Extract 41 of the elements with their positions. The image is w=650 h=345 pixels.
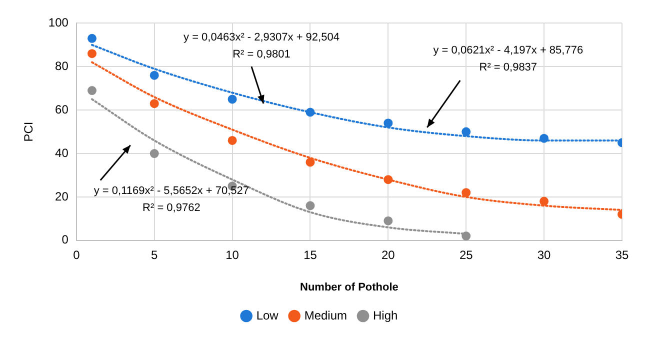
point [462, 232, 471, 240]
point [306, 158, 315, 167]
annotation: y = 0,0621x² - 4,197x + 85,776 R² = 0,9837 [433, 44, 584, 74]
point [228, 94, 237, 104]
point [462, 127, 471, 136]
point [88, 49, 97, 58]
y-tick-label: 80 [55, 58, 69, 73]
y-tick-label: 100 [48, 16, 69, 30]
y-axis-title: PCI [22, 122, 36, 142]
x-axis-title: Number of Pothole [300, 281, 398, 294]
point [150, 70, 159, 80]
y-tick-label: 20 [55, 189, 69, 204]
annotation: y = 0,1169x² - 5,5652x + 70,527 R² = 0,9762 [94, 185, 249, 214]
x-tick-label: 5 [151, 248, 158, 262]
x-tick-label: 0 [73, 248, 80, 262]
y-tick-label: 0 [62, 232, 69, 247]
point [384, 216, 393, 226]
x-tick-label: 10 [226, 248, 240, 262]
legend-label: Low [256, 308, 279, 322]
point [150, 99, 159, 108]
point [462, 188, 471, 198]
point [540, 134, 549, 143]
legend-label: Medium [304, 308, 348, 322]
point [88, 86, 97, 96]
point [228, 136, 237, 145]
annotation: y = 0,0463x² - 2,9307x + 92,504 R² = 0,9801 [184, 32, 340, 61]
point [306, 201, 315, 210]
point [540, 196, 549, 206]
x-tick-label: 15 [304, 248, 318, 262]
x-tick-label: 20 [382, 248, 396, 262]
x-tick-label: 30 [537, 248, 552, 262]
point [88, 34, 97, 43]
point [150, 149, 159, 158]
point [384, 118, 393, 128]
legend-label: High [373, 308, 398, 322]
x-tick-label: 25 [459, 248, 474, 262]
point [384, 175, 393, 184]
y-tick-label: 40 [55, 146, 69, 160]
point [306, 108, 315, 117]
y-tick-label: 60 [55, 102, 69, 116]
x-tick-label: 35 [615, 248, 629, 262]
